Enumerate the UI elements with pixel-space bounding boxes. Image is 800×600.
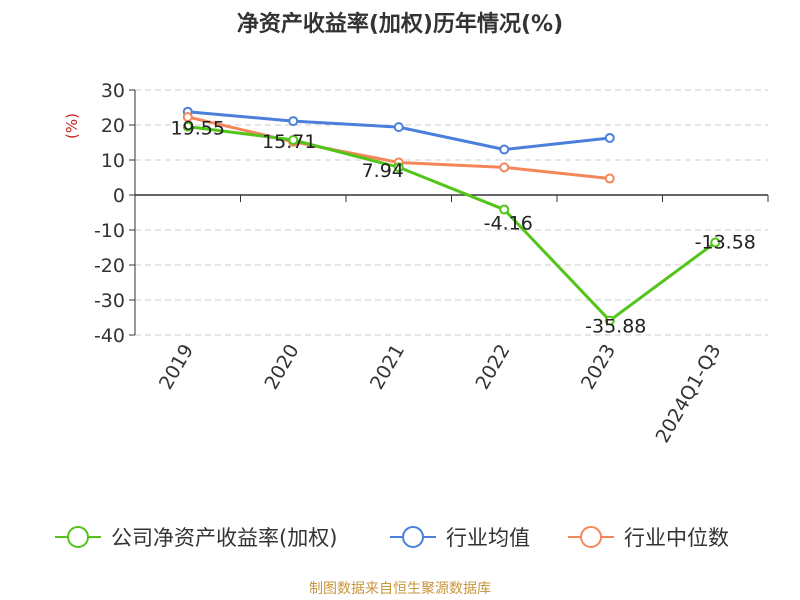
y-tick-label: -10 — [94, 220, 125, 242]
series-point — [182, 121, 193, 132]
y-tick-label: 20 — [101, 115, 125, 137]
y-tick-label: 10 — [101, 150, 125, 172]
legend-label: 行业中位数 — [624, 526, 729, 550]
legend-label: 公司净资产收益率(加权) — [111, 526, 337, 550]
series-point — [604, 173, 615, 184]
series-point — [604, 315, 615, 326]
data-label: -13.58 — [695, 232, 756, 254]
series-point — [393, 122, 404, 133]
y-tick-label: -40 — [94, 325, 125, 347]
data-label: 15.71 — [262, 131, 316, 153]
y-tick-label: -30 — [94, 290, 125, 312]
x-tick-label: 2019 — [155, 341, 198, 394]
series-point — [604, 132, 615, 143]
series-point — [393, 162, 404, 173]
y-tick-label: 30 — [101, 80, 125, 102]
legend: 公司净资产收益率(加权) 行业均值 行业中位数 — [55, 526, 729, 550]
legend-marker — [67, 526, 89, 548]
series-point — [182, 111, 193, 122]
legend-label: 行业均值 — [446, 526, 530, 550]
legend-marker — [580, 526, 602, 548]
x-tick-label: 2023 — [577, 341, 620, 394]
grid-lines — [135, 89, 768, 336]
data-label: 19.55 — [171, 118, 225, 140]
data-label: 7.94 — [362, 160, 404, 182]
series-point — [710, 237, 721, 248]
x-tick-label: 2021 — [366, 341, 409, 394]
data-label: -35.88 — [585, 316, 646, 338]
x-tick-label: 2022 — [471, 341, 514, 394]
series-point — [288, 135, 299, 146]
x-tick-label: 2020 — [260, 341, 303, 394]
y-tick-label: 0 — [113, 185, 125, 207]
series-point — [499, 144, 510, 155]
series-point — [499, 204, 510, 215]
chart-title: 净资产收益率(加权)历年情况(%) — [236, 12, 564, 37]
data-labels: 19.55 15.71 7.94 -4.16 -35.88 -13.58 — [171, 118, 756, 338]
axes: 30 20 10 0 -10 -20 -30 -40 (%) 2019 2020 2021 2022 20… — [63, 80, 769, 447]
series-point — [499, 162, 510, 173]
series-line — [187, 125, 717, 323]
y-axis-label: (%) — [63, 113, 81, 139]
source-note: 制图数据来自恒生聚源数据库 — [309, 581, 491, 597]
legend-marker — [402, 526, 424, 548]
y-tick-label: -20 — [94, 255, 125, 277]
series-lines — [182, 106, 721, 326]
x-tick-label: 2024Q1-Q3 — [652, 341, 726, 447]
data-label: -4.16 — [484, 213, 533, 235]
series-point — [288, 116, 299, 127]
